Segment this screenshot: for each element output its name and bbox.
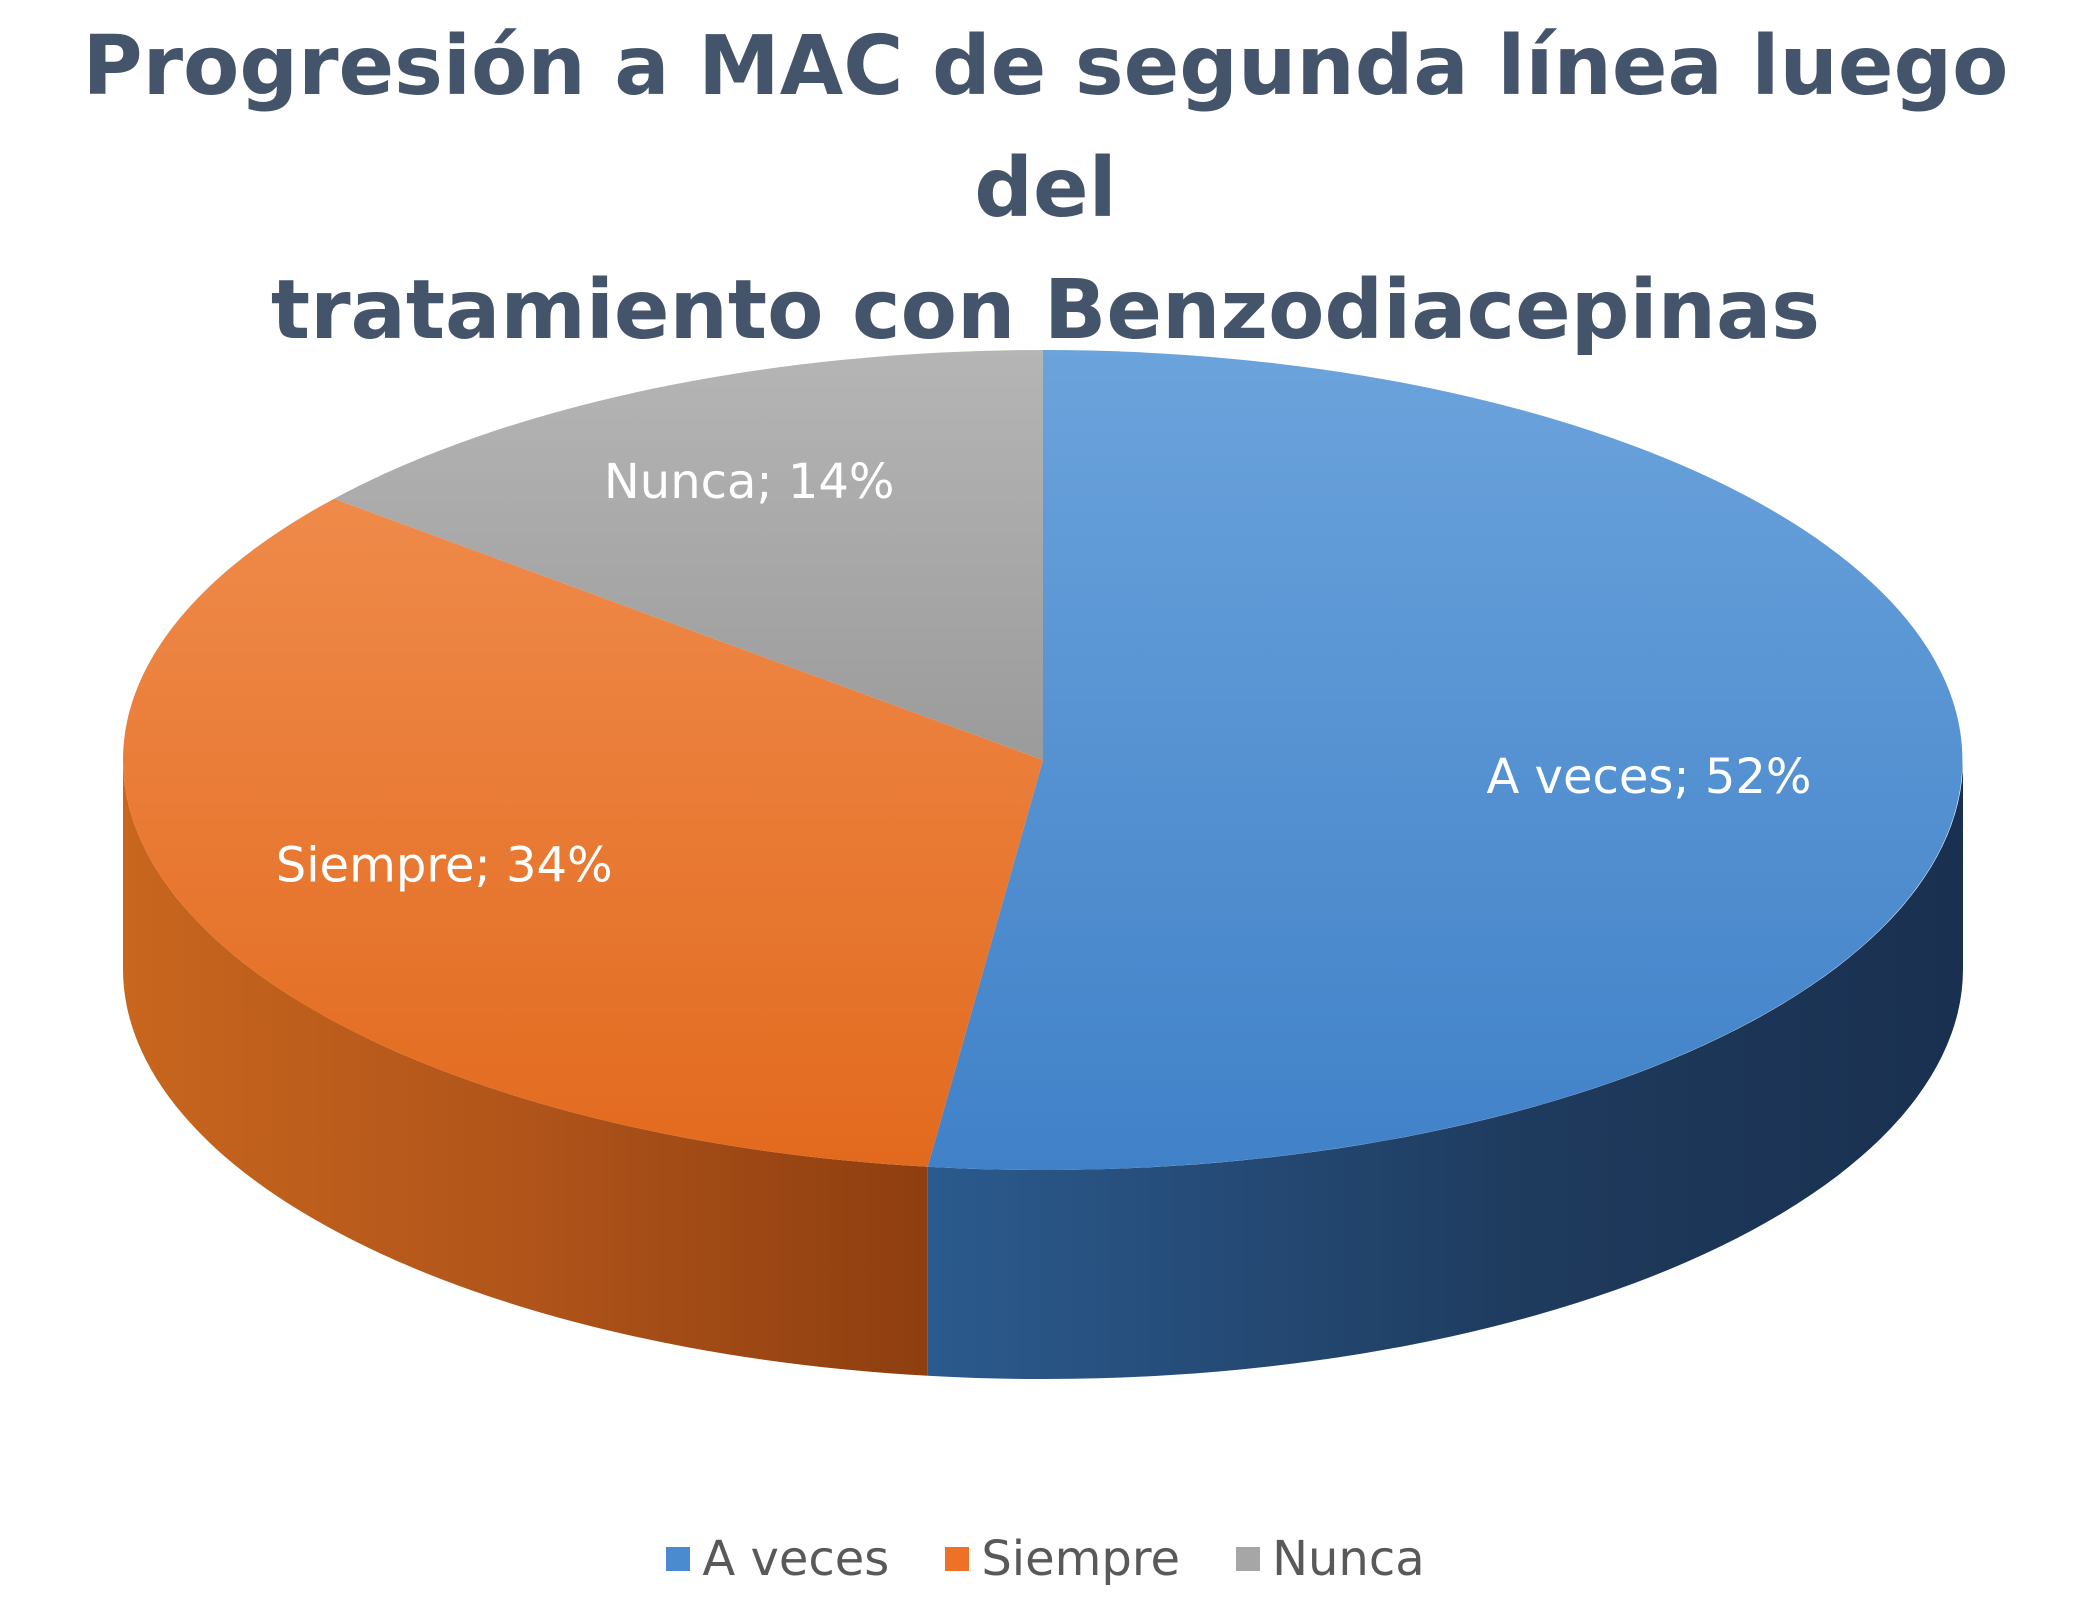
pie-side-siempre: [122, 760, 928, 1376]
legend-swatch: [1236, 1547, 1261, 1571]
legend: A veces Siempre Nunca: [0, 1524, 2091, 1594]
legend-label: A veces: [702, 1531, 890, 1587]
pie-data-labels: A veces; 52% Siempre; 34% Nunca; 14%: [276, 454, 1812, 894]
data-label-siempre: Siempre; 34%: [276, 838, 613, 894]
pie-slice-siempre: [122, 498, 1043, 1167]
pie-slice-nunca: [334, 350, 1044, 760]
legend-item-siempre: Siempre: [945, 1524, 1180, 1594]
legend-label: Nunca: [1272, 1531, 1425, 1587]
chart-title: Progresión a MAC de segunda línea luego …: [0, 6, 2091, 372]
legend-item-a-veces: A veces: [666, 1524, 889, 1594]
data-label-a-veces: A veces; 52%: [1486, 749, 1811, 805]
legend-swatch: [666, 1547, 691, 1571]
pie-side-walls: [122, 760, 1964, 1380]
legend-item-nunca: Nunca: [1236, 1524, 1425, 1594]
pie-side-a-veces: [927, 760, 1964, 1380]
pie-slice-a-veces: [927, 350, 1963, 1170]
chart-title-line-2: tratamiento con Benzodiacepinas: [270, 263, 1821, 358]
legend-swatch: [945, 1547, 970, 1571]
pie-top-faces: [122, 350, 1963, 1170]
data-label-nunca: Nunca; 14%: [604, 454, 895, 510]
chart-title-line-1: Progresión a MAC de segunda línea luego …: [82, 19, 2009, 236]
legend-label: Siempre: [981, 1531, 1181, 1587]
